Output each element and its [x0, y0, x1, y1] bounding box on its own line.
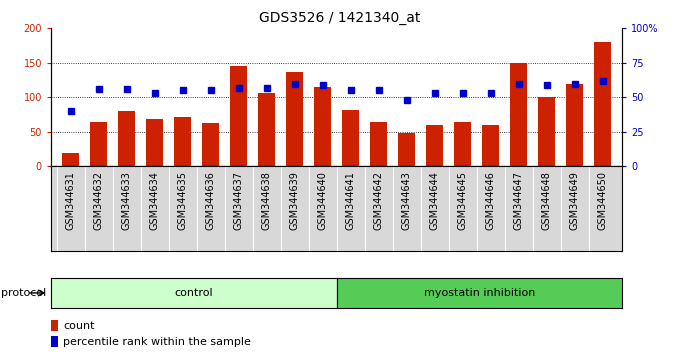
Bar [454, 121, 471, 166]
Bar [90, 121, 107, 166]
Text: GSM344644: GSM344644 [430, 171, 439, 229]
Bar [510, 63, 527, 166]
Text: GSM344633: GSM344633 [122, 171, 132, 229]
Bar [118, 111, 135, 166]
Bar [174, 118, 191, 166]
Bar [594, 42, 611, 166]
Text: GSM344647: GSM344647 [513, 171, 524, 230]
Bar [538, 97, 555, 166]
Text: GSM344646: GSM344646 [486, 171, 496, 229]
Bar [566, 84, 583, 166]
Text: GSM344645: GSM344645 [458, 171, 468, 230]
Text: GSM344650: GSM344650 [598, 171, 608, 230]
Bar [62, 153, 79, 166]
Text: count: count [63, 321, 95, 331]
Bar [231, 65, 247, 166]
Bar [51, 320, 58, 331]
Text: GDS3526 / 1421340_at: GDS3526 / 1421340_at [259, 11, 421, 25]
Text: myostatin inhibition: myostatin inhibition [424, 288, 535, 298]
Text: GSM344649: GSM344649 [570, 171, 579, 229]
Bar [51, 336, 58, 347]
Text: GSM344634: GSM344634 [150, 171, 160, 229]
Text: GSM344643: GSM344643 [402, 171, 411, 229]
Bar [202, 123, 219, 166]
Text: GSM344641: GSM344641 [345, 171, 356, 229]
Bar [482, 125, 499, 166]
Text: GSM344640: GSM344640 [318, 171, 328, 229]
Bar [342, 110, 359, 166]
Bar [258, 92, 275, 166]
Text: GSM344638: GSM344638 [262, 171, 271, 229]
Text: protocol: protocol [1, 288, 47, 298]
Text: GSM344642: GSM344642 [373, 171, 384, 230]
Text: GSM344637: GSM344637 [234, 171, 243, 230]
Bar [286, 73, 303, 166]
Bar [314, 87, 331, 166]
Text: percentile rank within the sample: percentile rank within the sample [63, 337, 251, 347]
Text: GSM344639: GSM344639 [290, 171, 300, 229]
Text: GSM344631: GSM344631 [65, 171, 75, 229]
Text: control: control [175, 288, 213, 298]
Bar [398, 133, 415, 166]
Bar [426, 125, 443, 166]
Text: GSM344636: GSM344636 [205, 171, 216, 229]
Text: GSM344648: GSM344648 [541, 171, 551, 229]
Text: GSM344635: GSM344635 [177, 171, 188, 230]
Text: GSM344632: GSM344632 [94, 171, 103, 230]
Bar [146, 119, 163, 166]
Bar [370, 121, 387, 166]
